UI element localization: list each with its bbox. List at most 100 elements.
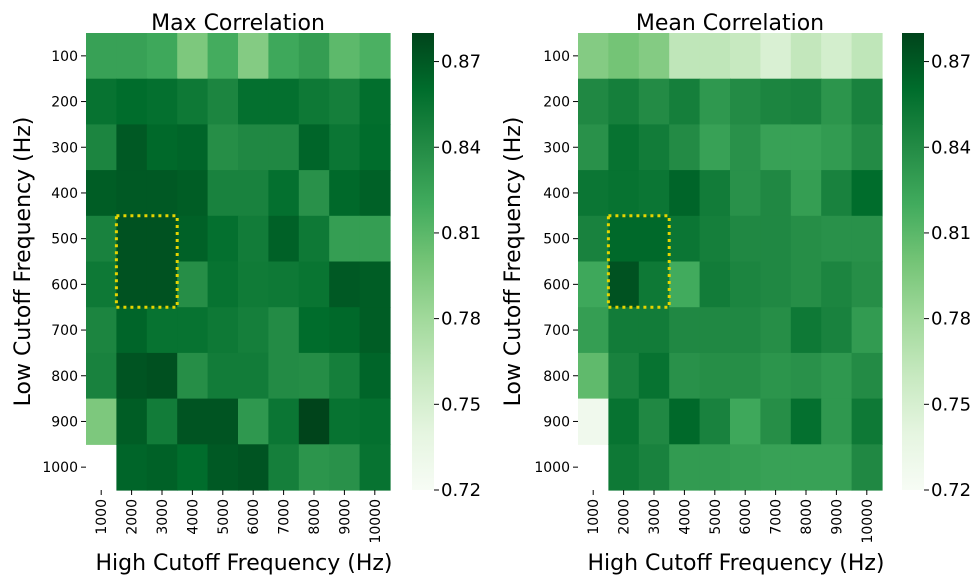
- heatmap-cell: [329, 352, 361, 400]
- y-tick-label: 300: [51, 140, 78, 156]
- heatmap-cell: [638, 33, 670, 80]
- heatmap-cell: [730, 215, 761, 263]
- heatmap-cell: [638, 78, 670, 125]
- heatmap-cell: [177, 33, 209, 80]
- heatmap-cell: [298, 352, 330, 400]
- mean-x-axis-title: High Cutoff Frequency (Hz): [588, 551, 885, 576]
- max-chart-title: Max Correlation: [151, 11, 325, 36]
- colorbar-tick-label: 0.72: [931, 480, 971, 501]
- heatmap-cell: [699, 261, 731, 308]
- heatmap-cell: [669, 398, 701, 445]
- colorbar-tick-label: 0.78: [931, 309, 971, 330]
- heatmap-cell: [669, 215, 701, 263]
- heatmap-cell: [790, 78, 822, 125]
- heatmap-cell: [608, 444, 640, 491]
- x-tick-label: 4000: [677, 499, 693, 535]
- heatmap-cell: [238, 78, 269, 125]
- heatmap-cell: [86, 124, 117, 171]
- heatmap-cell: [238, 398, 269, 445]
- x-tick-label: 3000: [647, 499, 663, 535]
- y-tick-label: 500: [543, 232, 570, 248]
- heatmap-cell: [86, 261, 117, 308]
- x-tick-label: 10000: [368, 499, 384, 544]
- heatmap-cell: [821, 33, 853, 80]
- x-tick-label: 1000: [586, 499, 602, 535]
- mean-colorbar: [902, 33, 924, 490]
- heatmap-cell: [790, 398, 822, 445]
- heatmap-cell: [359, 398, 391, 445]
- heatmap-cell: [851, 261, 883, 308]
- heatmap-cell: [578, 215, 609, 263]
- max-x-axis-title: High Cutoff Frequency (Hz): [96, 551, 393, 576]
- heatmap-cell: [608, 352, 640, 400]
- heatmap-cell: [298, 215, 330, 263]
- heatmap-cell: [638, 215, 670, 263]
- heatmap-cell: [730, 78, 761, 125]
- heatmap-cell: [730, 170, 761, 217]
- heatmap-cell: [608, 33, 640, 80]
- x-tick-label: 9000: [337, 499, 353, 535]
- heatmap-cell: [851, 124, 883, 171]
- heatmap-cell: [359, 261, 391, 308]
- y-tick-label: 700: [543, 323, 570, 339]
- heatmap-cell: [146, 307, 178, 354]
- heatmap-cell: [268, 78, 300, 125]
- colorbar-tick-label: 0.78: [441, 309, 481, 330]
- heatmap-cell: [669, 78, 701, 125]
- heatmap-cell: [790, 261, 822, 308]
- x-tick-label: 5000: [216, 499, 232, 535]
- heatmap-cell: [268, 261, 300, 308]
- heatmap-cell: [821, 261, 853, 308]
- heatmap-cell: [146, 261, 178, 308]
- heatmap-cell: [359, 444, 391, 491]
- heatmap-cell: [207, 78, 239, 125]
- heatmap-cell: [116, 78, 148, 125]
- heatmap-cell: [851, 170, 883, 217]
- heatmap-cell: [851, 352, 883, 400]
- heatmap-cell: [329, 170, 361, 217]
- heatmap-cell: [238, 124, 269, 171]
- y-tick-label: 1000: [42, 460, 78, 476]
- heatmap-cell: [578, 307, 609, 354]
- heatmap-cell: [669, 307, 701, 354]
- heatmap-cell: [238, 170, 269, 217]
- y-tick-label: 900: [51, 414, 78, 430]
- heatmap-cell: [730, 398, 761, 445]
- x-tick-label: 3000: [155, 499, 171, 535]
- heatmap-cell: [760, 78, 792, 125]
- y-tick-label: 700: [51, 323, 78, 339]
- heatmap-cell: [329, 261, 361, 308]
- heatmap-cell: [359, 307, 391, 354]
- heatmap-cell: [760, 170, 792, 217]
- heatmap-cell: [699, 352, 731, 400]
- heatmap-cell: [298, 78, 330, 125]
- heatmap-cell: [730, 124, 761, 171]
- heatmap-cell: [760, 444, 792, 491]
- heatmap-cell: [146, 124, 178, 171]
- heatmap-cell: [851, 398, 883, 445]
- heatmap-cell: [608, 124, 640, 171]
- heatmap-cell: [790, 352, 822, 400]
- heatmap-cell: [821, 170, 853, 217]
- heatmap-cell: [851, 307, 883, 354]
- heatmap-cell: [790, 215, 822, 263]
- heatmap-cell: [359, 215, 391, 263]
- x-tick-label: 2000: [125, 499, 141, 535]
- heatmap-cell: [238, 261, 269, 308]
- heatmap-cell: [669, 33, 701, 80]
- heatmap-cell: [790, 307, 822, 354]
- x-tick-label: 9000: [829, 499, 845, 535]
- heatmap-cell: [699, 78, 731, 125]
- heatmap-cell: [638, 398, 670, 445]
- heatmap-cell: [608, 215, 640, 263]
- heatmap-cell: [329, 398, 361, 445]
- y-tick-label: 100: [51, 49, 78, 65]
- colorbar-tick-label: 0.72: [441, 480, 481, 501]
- colorbar-tick-label: 0.87: [931, 52, 971, 73]
- heatmap-cell: [177, 78, 209, 125]
- y-tick-label: 800: [51, 369, 78, 385]
- heatmap-cell: [298, 398, 330, 445]
- mean-y-axis-title: Low Cutoff Frequency (Hz): [501, 117, 526, 407]
- heatmap-cell: [760, 352, 792, 400]
- x-tick-label: 6000: [246, 499, 262, 535]
